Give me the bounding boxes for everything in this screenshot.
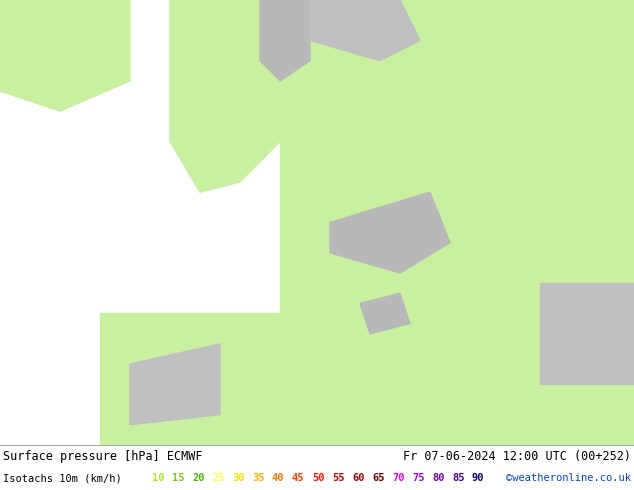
- Text: 60: 60: [352, 473, 365, 483]
- Text: 85: 85: [452, 473, 465, 483]
- Polygon shape: [540, 283, 634, 384]
- Text: 20: 20: [192, 473, 205, 483]
- Polygon shape: [0, 0, 130, 111]
- Polygon shape: [170, 0, 280, 192]
- Text: Surface pressure [hPa] ECMWF: Surface pressure [hPa] ECMWF: [3, 450, 202, 463]
- Text: ©weatheronline.co.uk: ©weatheronline.co.uk: [506, 473, 631, 483]
- Text: 65: 65: [372, 473, 384, 483]
- Text: 90: 90: [472, 473, 484, 483]
- Polygon shape: [330, 192, 450, 273]
- Text: 25: 25: [212, 473, 224, 483]
- Text: 75: 75: [412, 473, 425, 483]
- Bar: [280, 0, 634, 445]
- Text: 80: 80: [432, 473, 444, 483]
- Polygon shape: [360, 293, 410, 334]
- Text: Fr 07-06-2024 12:00 UTC (00+252): Fr 07-06-2024 12:00 UTC (00+252): [403, 450, 631, 463]
- Text: 15: 15: [172, 473, 184, 483]
- Polygon shape: [310, 0, 420, 61]
- Text: 45: 45: [292, 473, 304, 483]
- Text: Isotachs 10m (km/h): Isotachs 10m (km/h): [3, 473, 122, 483]
- Text: 30: 30: [232, 473, 245, 483]
- Text: 70: 70: [392, 473, 404, 483]
- Text: 35: 35: [252, 473, 264, 483]
- Polygon shape: [260, 0, 310, 81]
- Polygon shape: [100, 314, 280, 445]
- Polygon shape: [130, 344, 220, 425]
- Text: 50: 50: [312, 473, 325, 483]
- Text: 40: 40: [272, 473, 285, 483]
- Text: 10: 10: [152, 473, 164, 483]
- Text: 55: 55: [332, 473, 344, 483]
